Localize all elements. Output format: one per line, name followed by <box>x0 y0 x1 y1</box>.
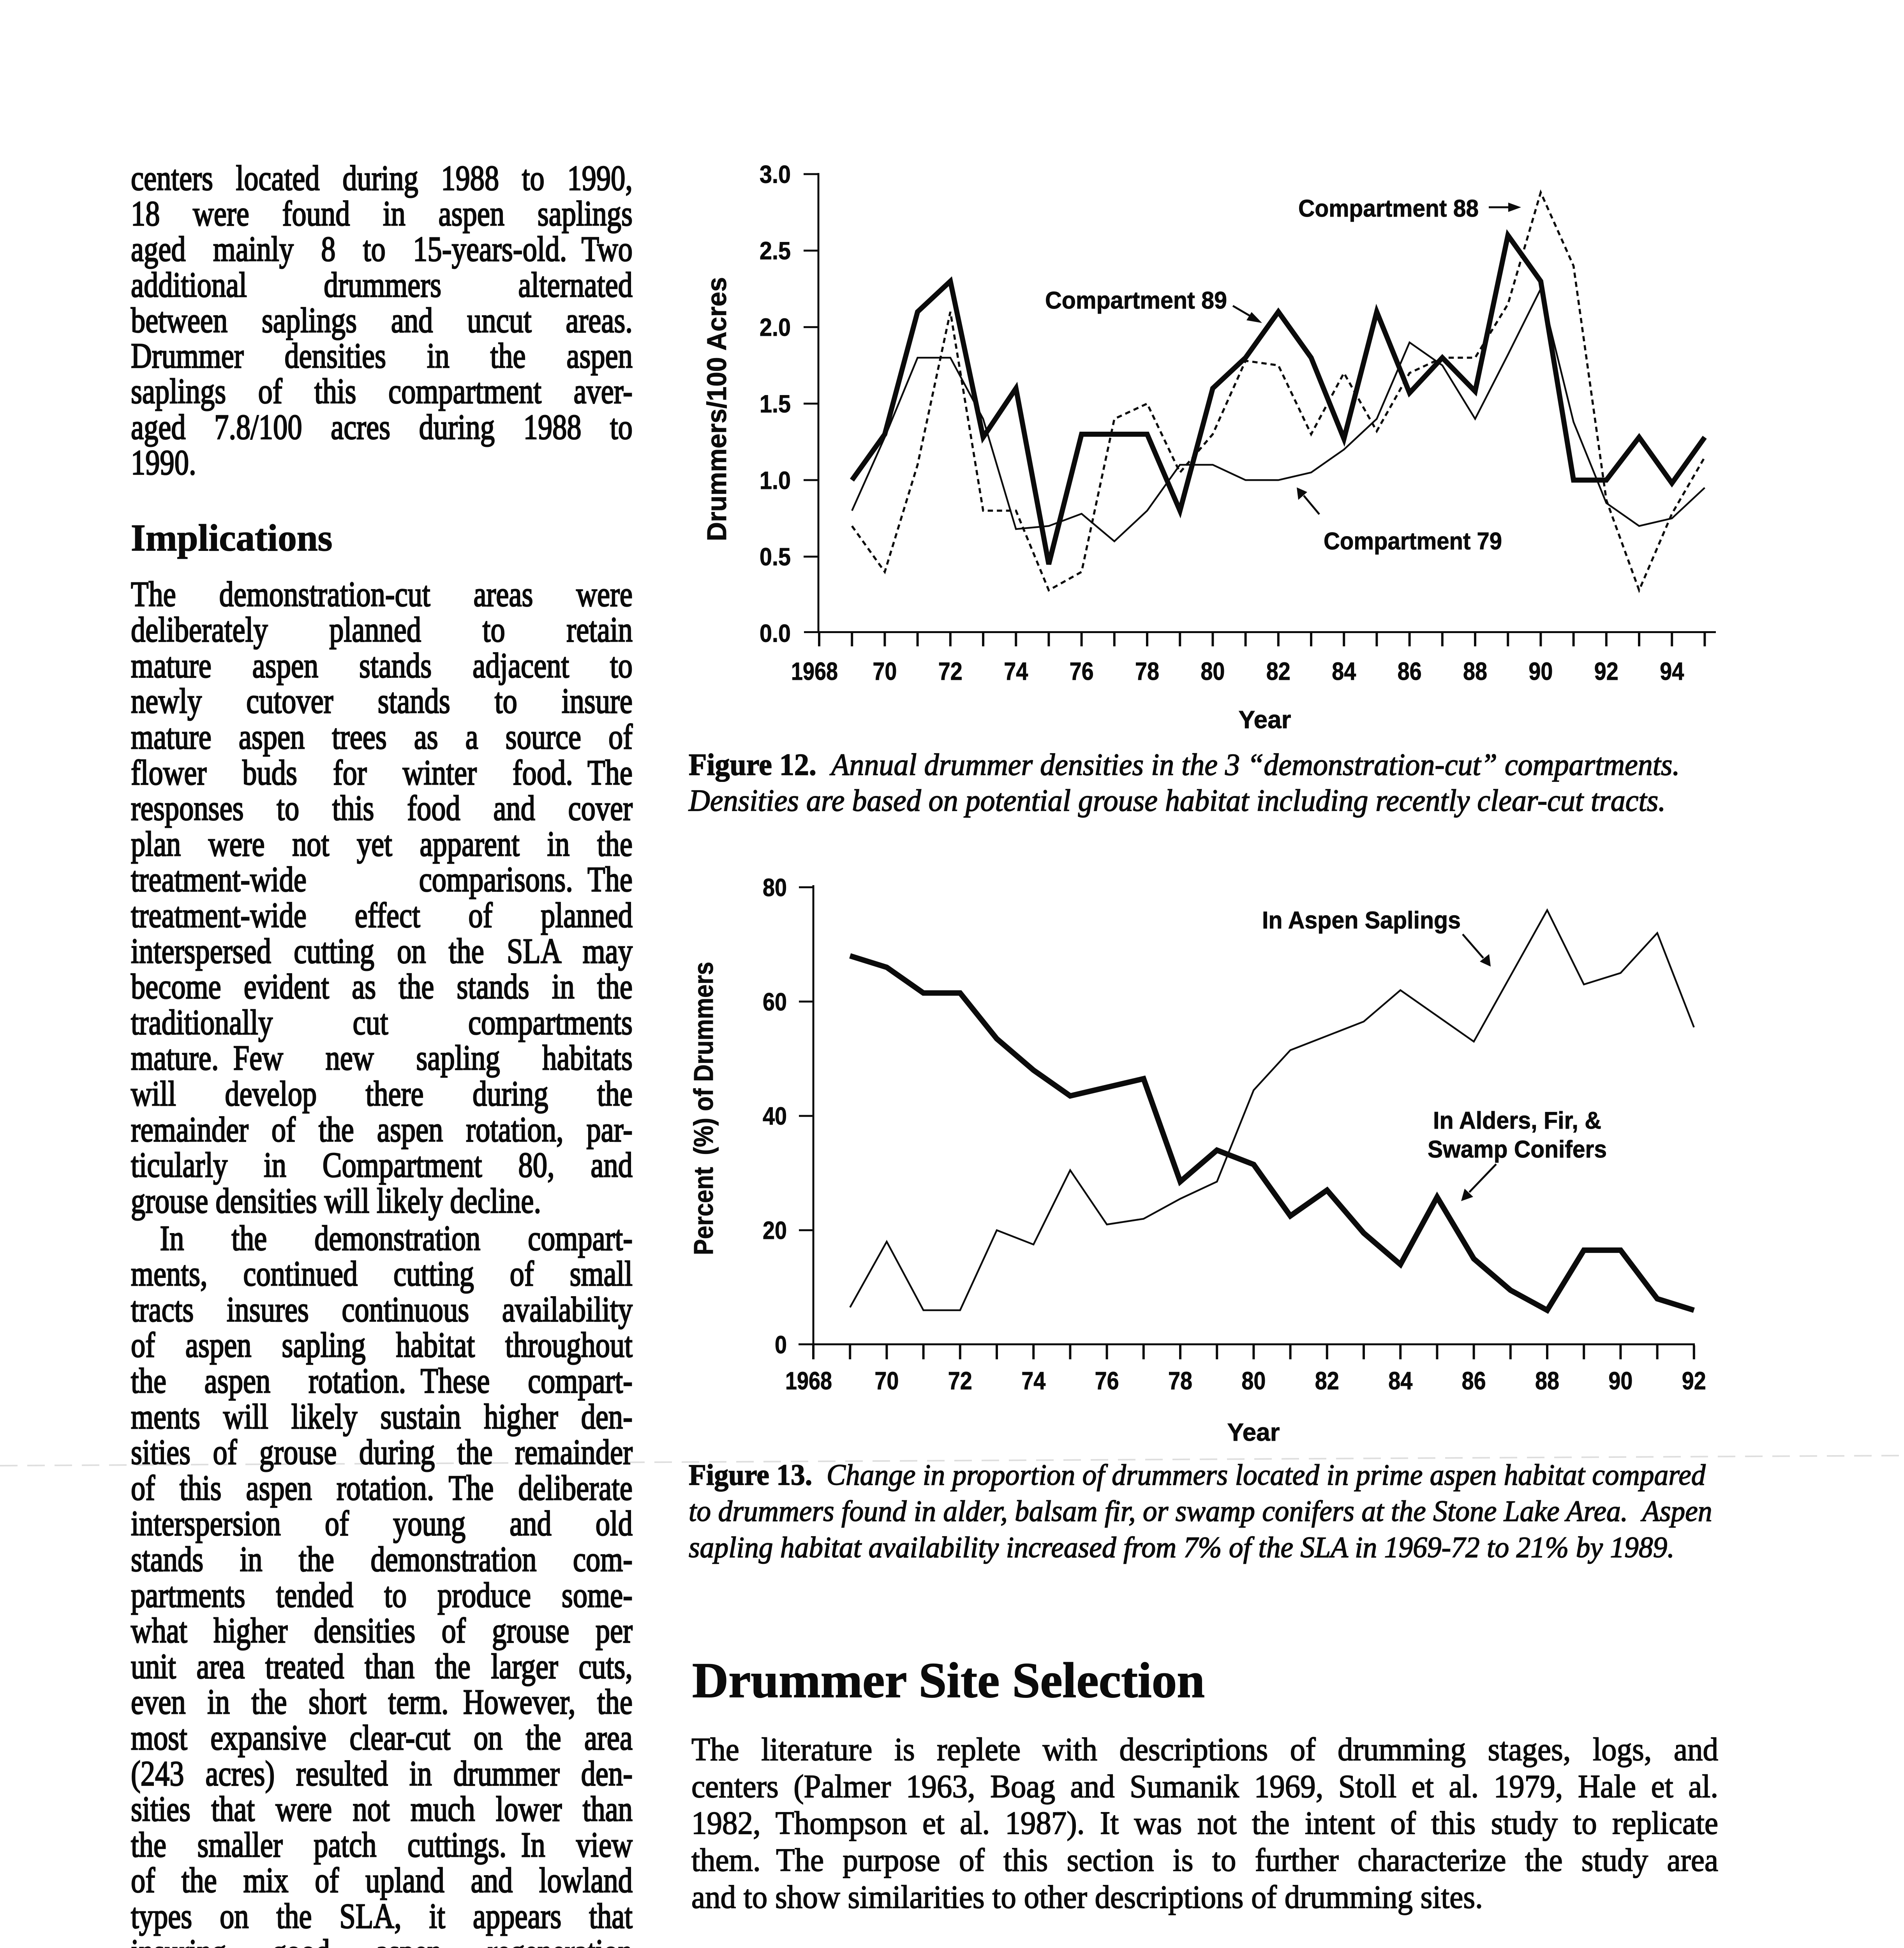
svg-text:2.0: 2.0 <box>760 313 791 341</box>
svg-text:88: 88 <box>1463 657 1487 685</box>
svg-text:1968: 1968 <box>791 657 838 685</box>
svg-text:20: 20 <box>763 1216 787 1244</box>
svg-text:70: 70 <box>873 657 897 685</box>
svg-text:0.5: 0.5 <box>760 543 791 571</box>
svg-text:In Aspen Saplings: In Aspen Saplings <box>1262 907 1461 934</box>
svg-text:1968: 1968 <box>785 1367 832 1395</box>
svg-text:Compartment 79: Compartment 79 <box>1324 528 1502 555</box>
svg-text:Swamp Conifers: Swamp Conifers <box>1428 1136 1607 1163</box>
svg-text:80: 80 <box>1201 657 1225 685</box>
svg-text:76: 76 <box>1095 1367 1119 1395</box>
svg-text:86: 86 <box>1398 657 1422 685</box>
svg-text:78: 78 <box>1168 1367 1192 1395</box>
svg-text:84: 84 <box>1332 657 1356 685</box>
svg-text:60: 60 <box>763 988 787 1016</box>
svg-text:In Alders, Fir, &: In Alders, Fir, & <box>1433 1107 1601 1134</box>
svg-text:92: 92 <box>1594 657 1618 685</box>
svg-text:80: 80 <box>1241 1367 1266 1395</box>
svg-text:72: 72 <box>938 657 963 685</box>
svg-text:Compartment 89: Compartment 89 <box>1045 287 1227 314</box>
svg-text:88: 88 <box>1535 1367 1559 1395</box>
svg-text:84: 84 <box>1388 1367 1412 1395</box>
svg-text:3.0: 3.0 <box>760 160 791 188</box>
svg-text:40: 40 <box>763 1102 787 1130</box>
svg-text:86: 86 <box>1462 1367 1486 1395</box>
svg-text:76: 76 <box>1070 657 1094 685</box>
svg-text:90: 90 <box>1528 657 1553 685</box>
svg-text:82: 82 <box>1266 657 1290 685</box>
svg-text:90: 90 <box>1608 1367 1633 1395</box>
svg-text:Compartment 88: Compartment 88 <box>1298 195 1479 222</box>
svg-text:2.5: 2.5 <box>760 237 791 265</box>
svg-text:0: 0 <box>775 1331 787 1359</box>
svg-text:Drummers/100 Acres: Drummers/100 Acres <box>702 277 732 541</box>
svg-text:0.0: 0.0 <box>760 619 791 648</box>
svg-text:94: 94 <box>1660 657 1684 685</box>
svg-text:Percent (%) of Drummers: Percent (%) of Drummers <box>688 962 719 1255</box>
svg-text:80: 80 <box>763 873 787 902</box>
svg-text:70: 70 <box>874 1367 899 1395</box>
svg-text:74: 74 <box>1004 657 1028 685</box>
svg-text:Year: Year <box>1227 1418 1280 1446</box>
svg-text:78: 78 <box>1135 657 1159 685</box>
svg-text:72: 72 <box>948 1367 972 1395</box>
svg-text:Year: Year <box>1239 706 1291 734</box>
svg-text:92: 92 <box>1682 1367 1706 1395</box>
svg-text:82: 82 <box>1315 1367 1339 1395</box>
svg-text:1.0: 1.0 <box>760 466 791 494</box>
svg-text:1.5: 1.5 <box>760 390 791 418</box>
svg-text:74: 74 <box>1021 1367 1045 1395</box>
